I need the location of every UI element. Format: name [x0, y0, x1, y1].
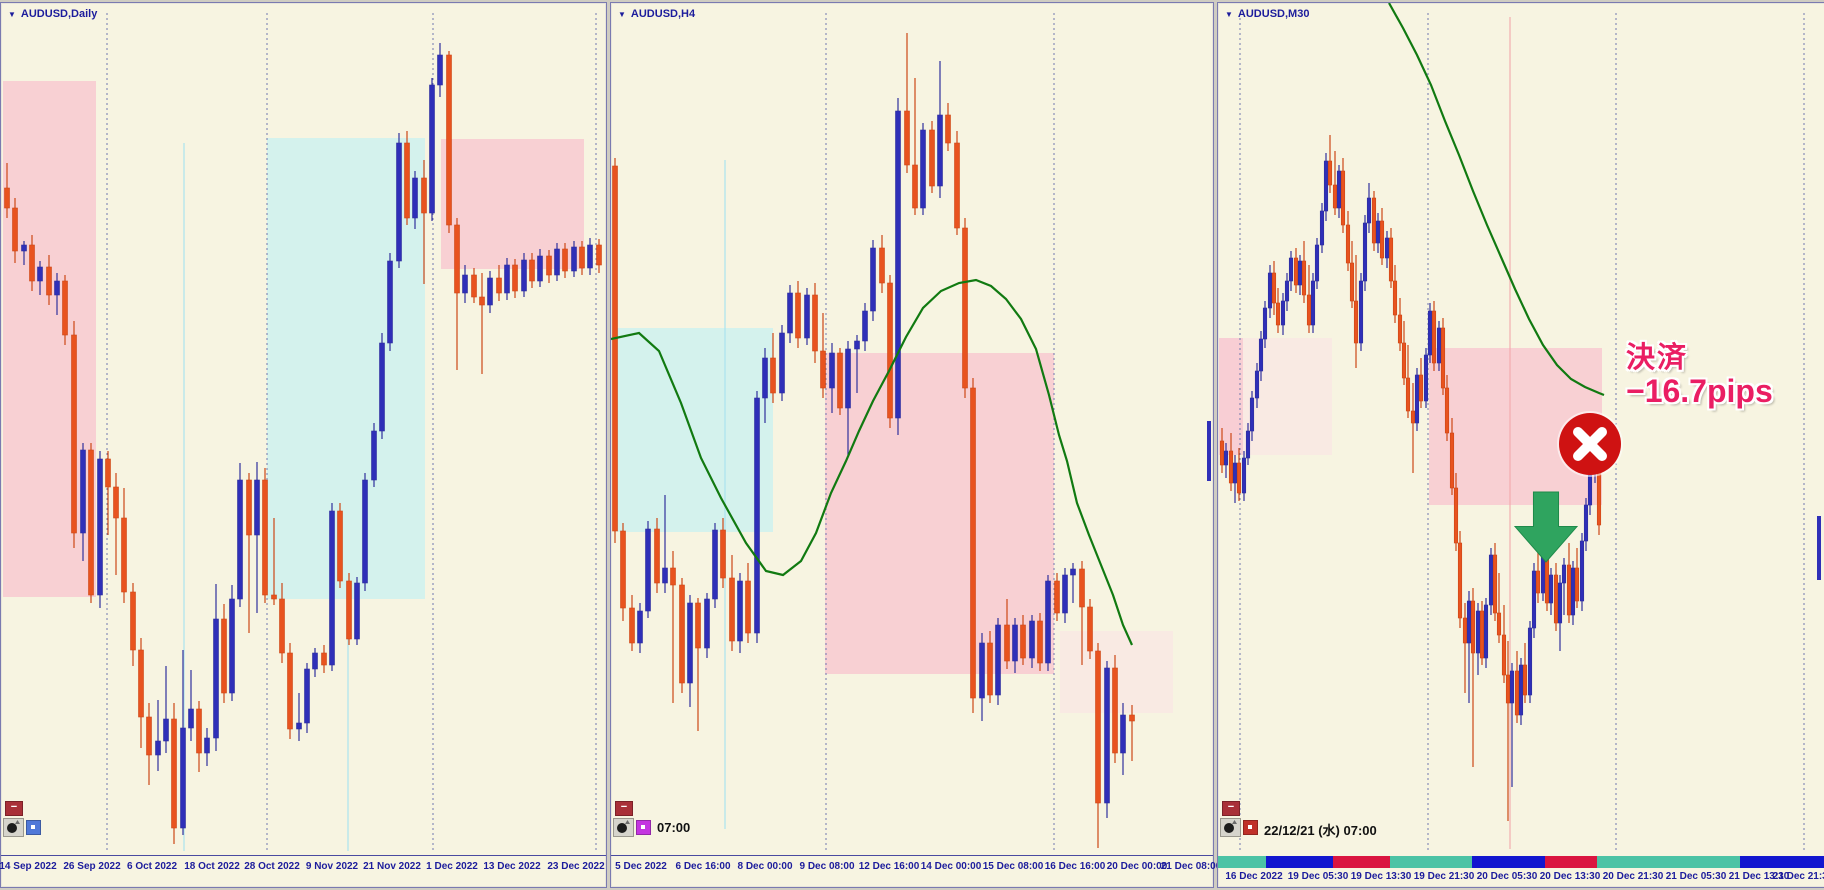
time-axis-label: 9 Nov 2022	[305, 861, 359, 872]
time-axis-label: 12 Dec 16:00	[858, 861, 920, 872]
chart-symbol-timeframe: AUDUSD,H4	[630, 8, 696, 20]
chart-title-h4[interactable]: ▼ AUDUSD,H4	[618, 8, 695, 20]
chevron-down-icon[interactable]: ▼	[1225, 9, 1233, 19]
time-axis-label: 20 Dec 21:30	[1602, 871, 1664, 882]
edge-bar	[1817, 516, 1821, 580]
bomb-icon[interactable]	[3, 818, 24, 837]
time-axis-label: 1 Dec 2022	[426, 861, 478, 872]
time-axis-m30[interactable]: 16 Dec 2022 19 Dec 05:30 19 Dec 13:30 19 De…	[1218, 869, 1824, 887]
session-segment	[1218, 856, 1266, 868]
zone-box	[441, 139, 584, 269]
session-segment	[1333, 856, 1390, 868]
price-plot[interactable]	[1218, 3, 1824, 851]
session-color-bar	[1218, 856, 1824, 868]
chevron-down-icon[interactable]: ▼	[618, 9, 626, 19]
price-plot[interactable]	[611, 3, 1213, 851]
indicator-time-label: 22/12/21 (水) 07:00	[1264, 823, 1377, 838]
time-axis-label: 13 Dec 2022	[483, 861, 541, 872]
chart-symbol-timeframe: AUDUSD,M30	[1237, 8, 1310, 20]
zone-box	[1429, 348, 1602, 505]
collapse-icon[interactable]: −	[1222, 801, 1240, 816]
time-axis-label: 20 Dec 13:30	[1539, 871, 1601, 882]
bomb-icon[interactable]	[1220, 818, 1241, 837]
indicator-icons: − 07:00	[613, 801, 873, 851]
time-axis-label: 14 Dec 00:00	[920, 861, 982, 872]
zone-box	[617, 328, 773, 532]
bomb-icon[interactable]	[613, 818, 634, 837]
time-axis-label: 21 Dec 21:30	[1772, 871, 1824, 882]
time-axis-label: 6 Oct 2022	[126, 861, 178, 872]
chevron-down-icon[interactable]: ▼	[8, 9, 16, 19]
time-axis-label: 21 Dec 13:30	[1728, 871, 1790, 882]
time-axis-label: 16 Dec 16:00	[1044, 861, 1106, 872]
time-axis-label: 19 Dec 05:30	[1287, 871, 1349, 882]
time-axis-label: 19 Dec 13:30	[1350, 871, 1412, 882]
candles	[612, 33, 1135, 848]
collapse-icon[interactable]: −	[5, 801, 23, 816]
time-axis-label: 18 Oct 2022	[184, 861, 240, 872]
session-segment	[1597, 856, 1740, 868]
session-segment	[1266, 856, 1333, 868]
indicator-color-swatch[interactable]	[1243, 820, 1258, 835]
chart-title-m30[interactable]: ▼ AUDUSD,M30	[1225, 8, 1309, 20]
session-segment	[1390, 856, 1472, 868]
indicator-icons: −	[3, 801, 263, 851]
time-axis-label: 21 Dec 05:30	[1665, 871, 1727, 882]
indicator-icons: − 22/12/21 (水) 07:00	[1220, 801, 1480, 851]
time-axis-label: 5 Dec 2022	[615, 861, 667, 872]
time-axis-label: 20 Dec 05:30	[1476, 871, 1538, 882]
time-axis-daily[interactable]: 14 Sep 2022 26 Sep 2022 6 Oct 2022 18 Oct 2…	[0, 855, 606, 878]
chart-panel-m30[interactable]: ▼ AUDUSD,M30 − 22/12/21 (水) 07:00 16 Dec…	[1217, 2, 1824, 888]
time-axis-label: 26 Sep 2022	[63, 861, 121, 872]
indicator-color-swatch[interactable]	[26, 820, 41, 835]
session-segment	[1740, 856, 1824, 868]
moving-average-line	[611, 278, 1134, 646]
candles	[4, 43, 602, 844]
collapse-icon[interactable]: −	[615, 801, 633, 816]
time-axis-label: 19 Dec 21:30	[1413, 871, 1475, 882]
candles	[1219, 135, 1602, 821]
chart-panel-daily[interactable]: ▼ AUDUSD,Daily − 14 Sep 2022 26 Sep 2022 6…	[0, 2, 607, 888]
chart-title-daily[interactable]: ▼ AUDUSD,Daily	[8, 8, 97, 20]
indicator-time-label: 07:00	[657, 820, 691, 835]
time-axis-label: 15 Dec 08:00	[982, 861, 1044, 872]
session-segment	[1472, 856, 1545, 868]
time-axis-label: 21 Dec 08:00	[1160, 861, 1222, 872]
time-axis-label: 14 Sep 2022	[0, 861, 57, 872]
time-axis-label: 6 Dec 16:00	[675, 861, 731, 872]
moving-average-line	[1388, 3, 1605, 397]
chart-symbol-timeframe: AUDUSD,Daily	[20, 8, 98, 20]
price-plot[interactable]	[1, 3, 606, 851]
time-axis-label: 8 Dec 00:00	[737, 861, 793, 872]
edge-bar	[1207, 421, 1211, 481]
indicator-color-swatch[interactable]	[636, 820, 651, 835]
time-axis-label: 21 Nov 2022	[363, 861, 421, 872]
time-axis-label: 28 Oct 2022	[244, 861, 300, 872]
time-axis-h4[interactable]: 5 Dec 2022 6 Dec 16:00 8 Dec 00:00 9 Dec 08…	[611, 855, 1221, 878]
session-segment	[1545, 856, 1597, 868]
time-axis-label: 9 Dec 08:00	[799, 861, 855, 872]
time-axis-label: 20 Dec 00:00	[1106, 861, 1168, 872]
time-axis-label: 23 Dec 2022	[547, 861, 605, 872]
chart-panel-h4[interactable]: ▼ AUDUSD,H4 − 07:00 5 Dec 2022 6 Dec 16:0…	[610, 2, 1221, 888]
time-axis-label: 16 Dec 2022	[1225, 871, 1283, 882]
zone-box	[825, 353, 1054, 674]
